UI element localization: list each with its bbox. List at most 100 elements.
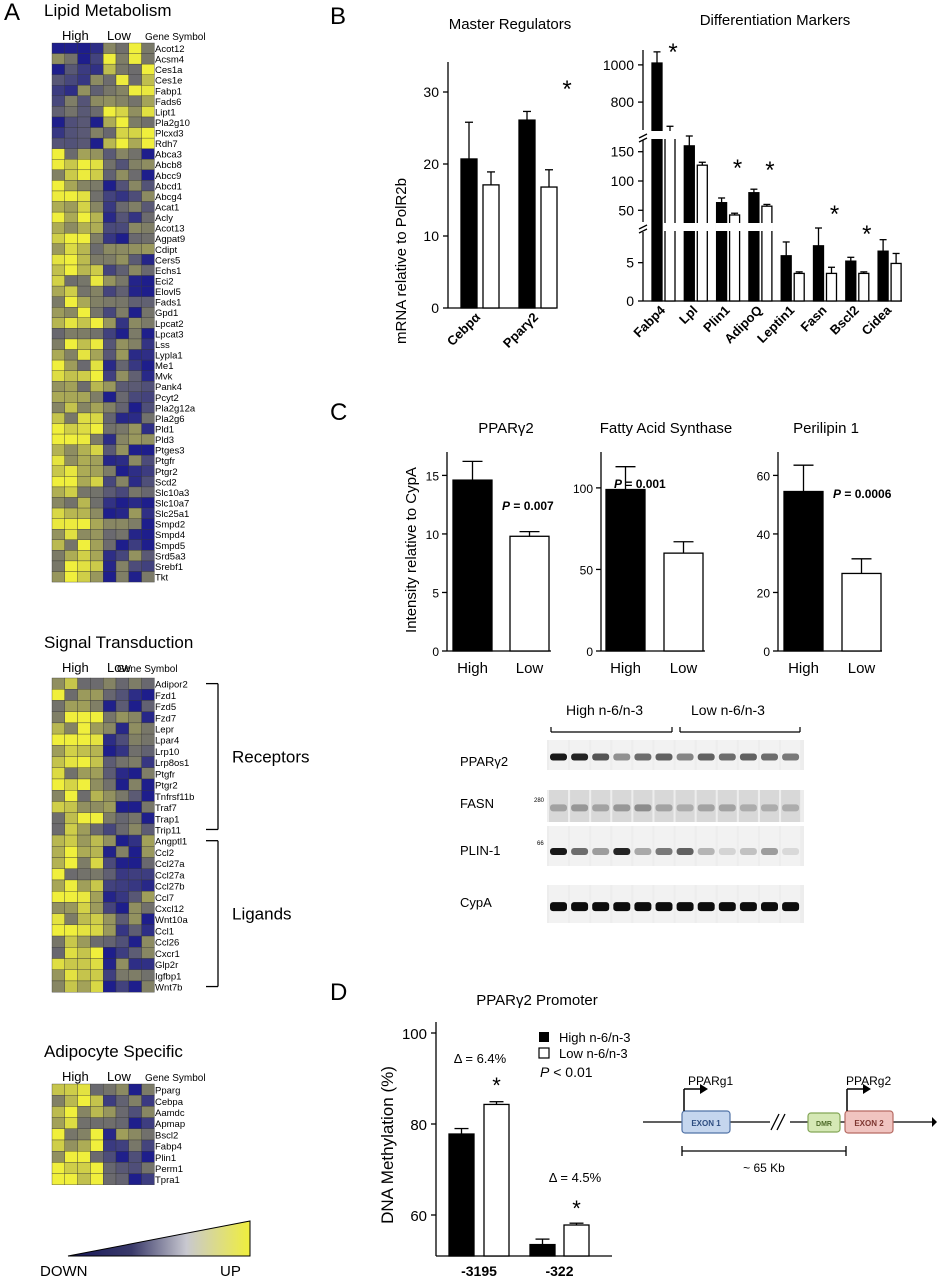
- heatmap-cell: [51, 700, 65, 712]
- heatmap-cell: [103, 381, 117, 392]
- heatmap-cell: [115, 412, 129, 424]
- blot-lane: [717, 826, 737, 866]
- blot-band: [613, 753, 631, 761]
- heatmap-cell: [128, 1117, 142, 1129]
- p-symbol: P: [614, 477, 623, 491]
- gene-label: Tnfrsf11b: [155, 792, 194, 803]
- heatmap-cell: [141, 969, 155, 982]
- heatmap-cell: [115, 433, 129, 445]
- heatmap-cell: [128, 264, 142, 276]
- gene-label: Fzd5: [155, 702, 176, 713]
- heatmap-cell: [64, 1128, 78, 1141]
- heatmap-cell: [90, 169, 104, 181]
- x-tick-label: Low: [670, 660, 698, 677]
- significance-star: *: [572, 1196, 581, 1221]
- heatmap-cell: [90, 159, 104, 171]
- heatmap-cell: [141, 201, 155, 213]
- heatmap-cell: [115, 201, 129, 213]
- heatmap-cell: [90, 834, 104, 847]
- heatmap-cell: [103, 834, 117, 847]
- heatmap-cell: [77, 74, 91, 86]
- heatmap-cell: [51, 1095, 65, 1107]
- heatmap-cell: [141, 868, 155, 881]
- heatmap-cell: [115, 857, 129, 869]
- heatmap-cell: [64, 42, 78, 54]
- heatmap-cell: [103, 95, 117, 107]
- gene-label: Traf7: [155, 803, 177, 814]
- heatmap-cell: [115, 328, 129, 340]
- blot-band: [697, 753, 715, 761]
- heatmap-cell: [90, 264, 104, 276]
- gene-label: Ptgfr: [155, 769, 175, 780]
- heatmap-cell: [51, 550, 65, 562]
- heatmap-cell: [141, 756, 155, 768]
- heatmap-cell: [64, 391, 78, 403]
- heatmap-cell: [90, 106, 104, 118]
- legend-swatch-low: [538, 1047, 550, 1059]
- gene-label: Fads6: [155, 97, 181, 108]
- heatmap-cell: [141, 455, 155, 466]
- gene-label: Pank4: [155, 382, 182, 393]
- bar-break-gap: [747, 223, 760, 231]
- heatmap-cell: [103, 243, 117, 255]
- gene-label: Lpcat2: [155, 319, 184, 330]
- heatmap-cell: [128, 834, 142, 847]
- heatmap-cell: [103, 913, 117, 926]
- heatmap-cell: [128, 328, 142, 340]
- gene-label: Adipor2: [155, 680, 188, 691]
- heatmap-cell: [115, 560, 129, 572]
- promoter-label-2: PPARg2: [846, 1074, 891, 1088]
- panel-letter-a: A: [4, 0, 20, 26]
- heatmap-cell: [77, 159, 91, 171]
- heatmap-cell: [128, 891, 142, 903]
- heatmap-group: Lipid Metabolism High Low Gene SymbolAcot12…: [44, 1, 206, 583]
- heatmap-cell: [51, 868, 65, 881]
- gene-label: Cers5: [155, 255, 180, 266]
- blot-lane: [738, 826, 758, 866]
- bar-break-gap: [664, 131, 676, 139]
- heatmap-cell: [115, 317, 129, 329]
- heatmap-cell: [51, 1083, 65, 1096]
- heatmap-cell: [115, 285, 129, 297]
- heatmap-cell: [115, 63, 129, 75]
- heatmap-cell: [77, 700, 91, 712]
- heatmap-cell: [128, 74, 142, 86]
- heatmap-cell: [77, 63, 91, 75]
- legend-up: UP: [220, 1263, 241, 1280]
- gene-label: Fabp1: [155, 86, 182, 97]
- heatmap-cell: [51, 778, 65, 791]
- heatmap-cell: [103, 571, 117, 583]
- heatmap-cell: [51, 677, 65, 690]
- heatmap-cell: [141, 444, 155, 456]
- heatmap-cell: [64, 190, 78, 202]
- heatmap-cell: [103, 529, 117, 540]
- heatmap-cell: [141, 307, 155, 318]
- heatmap-cell: [103, 85, 117, 97]
- bar-low: [563, 1224, 590, 1257]
- heatmap-cell: [141, 169, 155, 181]
- heatmap-cell: [90, 137, 104, 149]
- bracket-label-ligands: Ligands: [232, 905, 292, 924]
- heatmap-cell: [115, 476, 129, 488]
- panel-d: D PPARγ2 Promoter DNA Methylation (%) 60 80 1…: [330, 979, 937, 1279]
- heatmap-cell: [103, 116, 117, 128]
- heatmap-cell: [103, 307, 117, 318]
- x-tick-label: Lpl: [676, 303, 700, 327]
- blot-band: [697, 848, 715, 855]
- heatmap-cell: [51, 423, 65, 435]
- blot-band: [550, 753, 567, 761]
- heatmap-cell: [103, 745, 117, 757]
- heatmap-cell: [64, 913, 78, 926]
- gene-label: Me1: [155, 361, 173, 372]
- heatmap-cell: [90, 980, 104, 993]
- bar-high: [448, 1133, 475, 1257]
- heatmap-cell: [64, 243, 78, 255]
- y-tick-label: 0: [431, 300, 439, 316]
- heatmap-cell: [64, 201, 78, 213]
- heatmap-cell: [103, 790, 117, 802]
- blot-band: [761, 848, 778, 855]
- heatmap-cell: [90, 891, 104, 903]
- heatmap-cell: [141, 285, 155, 297]
- heatmap-cell: [77, 296, 91, 308]
- x-tick-label: Low: [848, 660, 876, 677]
